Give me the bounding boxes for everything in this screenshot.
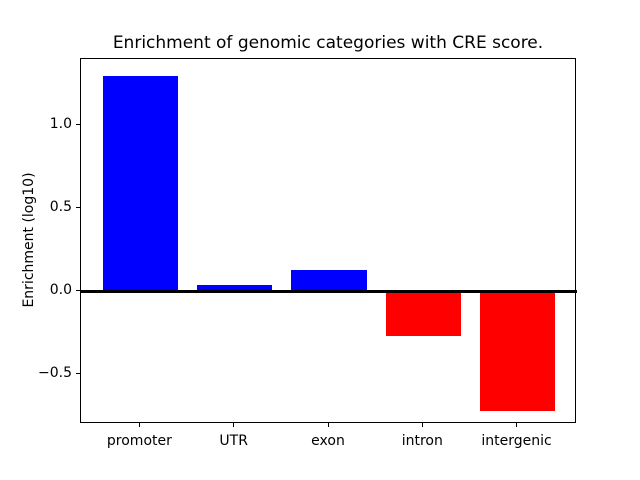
x-tick-mark xyxy=(421,423,423,427)
y-tick-mark xyxy=(76,206,80,208)
x-tick-label-intron: intron xyxy=(401,433,443,449)
x-tick-mark xyxy=(233,423,235,427)
x-tick-label-UTR: UTR xyxy=(219,433,248,449)
bar-promoter xyxy=(102,75,179,292)
bar-exon xyxy=(291,269,367,292)
x-tick-label-intergenic: intergenic xyxy=(481,433,552,449)
bar-intergenic xyxy=(479,291,556,411)
zero-line xyxy=(81,289,577,293)
x-tick-mark xyxy=(138,423,140,427)
x-tick-mark xyxy=(516,423,518,427)
y-tick-label: −0.5 xyxy=(38,365,72,382)
x-tick-label-exon: exon xyxy=(311,433,345,449)
y-tick-label: 1.0 xyxy=(49,116,72,133)
y-tick-mark xyxy=(76,372,80,374)
x-tick-label-promoter: promoter xyxy=(106,433,172,449)
x-tick-mark xyxy=(327,423,329,427)
y-tick-mark xyxy=(76,123,80,125)
y-tick-label: 0.5 xyxy=(49,199,72,216)
chart-title: Enrichment of genomic categories with CR… xyxy=(112,33,544,53)
plot-area xyxy=(80,58,577,423)
bar-UTR xyxy=(197,284,273,292)
bar-intron xyxy=(385,291,461,337)
y-tick-label: 0.0 xyxy=(49,282,72,299)
y-tick-mark xyxy=(76,289,80,291)
